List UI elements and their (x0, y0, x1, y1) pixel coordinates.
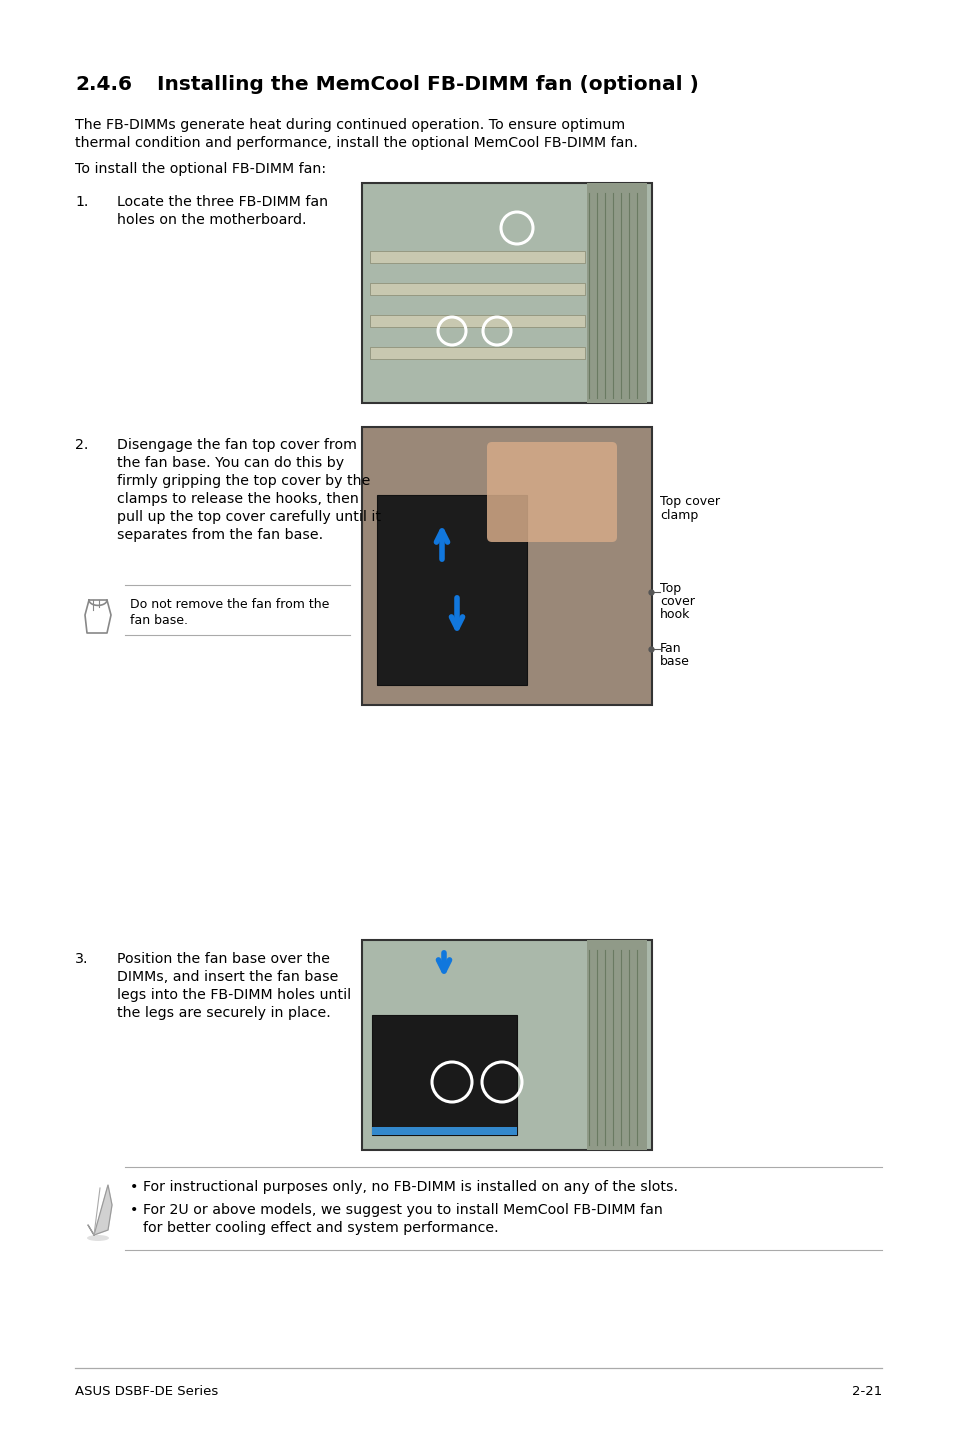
Bar (586, 940, 646, 1150)
Text: Installing the MemCool FB-DIMM fan (optional ): Installing the MemCool FB-DIMM fan (opti… (157, 75, 699, 93)
Bar (370, 283, 584, 295)
Bar (361, 427, 651, 705)
Text: pull up the top cover carefully until it: pull up the top cover carefully until it (117, 510, 380, 523)
Bar (372, 1127, 517, 1135)
Bar (361, 940, 651, 1150)
Text: separates from the fan base.: separates from the fan base. (117, 528, 323, 542)
Text: Disengage the fan top cover from: Disengage the fan top cover from (117, 439, 356, 452)
Text: the fan base. You can do this by: the fan base. You can do this by (117, 456, 344, 470)
Text: For 2U or above models, we suggest you to install MemCool FB-DIMM fan: For 2U or above models, we suggest you t… (143, 1204, 662, 1217)
Bar (370, 315, 584, 326)
Text: base: base (659, 654, 689, 669)
Text: The FB-DIMMs generate heat during continued operation. To ensure optimum: The FB-DIMMs generate heat during contin… (75, 118, 624, 132)
Text: 2-21: 2-21 (851, 1385, 882, 1398)
Bar (361, 183, 651, 403)
Text: DIMMs, and insert the fan base: DIMMs, and insert the fan base (117, 971, 338, 984)
Bar (372, 1015, 517, 1135)
Text: thermal condition and performance, install the optional MemCool FB-DIMM fan.: thermal condition and performance, insta… (75, 137, 638, 150)
Text: the legs are securely in place.: the legs are securely in place. (117, 1007, 331, 1020)
FancyBboxPatch shape (486, 441, 617, 542)
Text: •: • (130, 1204, 138, 1217)
Text: hook: hook (659, 608, 690, 621)
Bar (376, 495, 526, 684)
Text: To install the optional FB-DIMM fan:: To install the optional FB-DIMM fan: (75, 162, 326, 175)
Text: legs into the FB-DIMM holes until: legs into the FB-DIMM holes until (117, 988, 351, 1002)
Text: Locate the three FB-DIMM fan: Locate the three FB-DIMM fan (117, 196, 328, 209)
Text: •: • (130, 1181, 138, 1194)
Text: 2.: 2. (75, 439, 89, 452)
Text: Top cover: Top cover (659, 495, 720, 508)
Text: Do not remove the fan from the: Do not remove the fan from the (130, 598, 329, 611)
Text: 3.: 3. (75, 952, 89, 966)
Bar (586, 183, 646, 403)
Bar (370, 347, 584, 360)
Polygon shape (88, 1185, 112, 1235)
Text: clamp: clamp (659, 509, 698, 522)
Text: 1.: 1. (75, 196, 89, 209)
Text: ASUS DSBF-DE Series: ASUS DSBF-DE Series (75, 1385, 218, 1398)
Text: 2.4.6: 2.4.6 (75, 75, 132, 93)
Text: fan base.: fan base. (130, 614, 188, 627)
Ellipse shape (87, 1235, 109, 1241)
Text: Fan: Fan (659, 641, 680, 654)
Bar (370, 252, 584, 263)
Text: firmly gripping the top cover by the: firmly gripping the top cover by the (117, 475, 370, 487)
Text: cover: cover (659, 595, 694, 608)
Text: Top: Top (659, 582, 680, 595)
Text: holes on the motherboard.: holes on the motherboard. (117, 213, 306, 227)
Text: for better cooling effect and system performance.: for better cooling effect and system per… (143, 1221, 498, 1235)
Text: For instructional purposes only, no FB-DIMM is installed on any of the slots.: For instructional purposes only, no FB-D… (143, 1181, 678, 1194)
Text: clamps to release the hooks, then: clamps to release the hooks, then (117, 492, 358, 506)
Text: Position the fan base over the: Position the fan base over the (117, 952, 330, 966)
